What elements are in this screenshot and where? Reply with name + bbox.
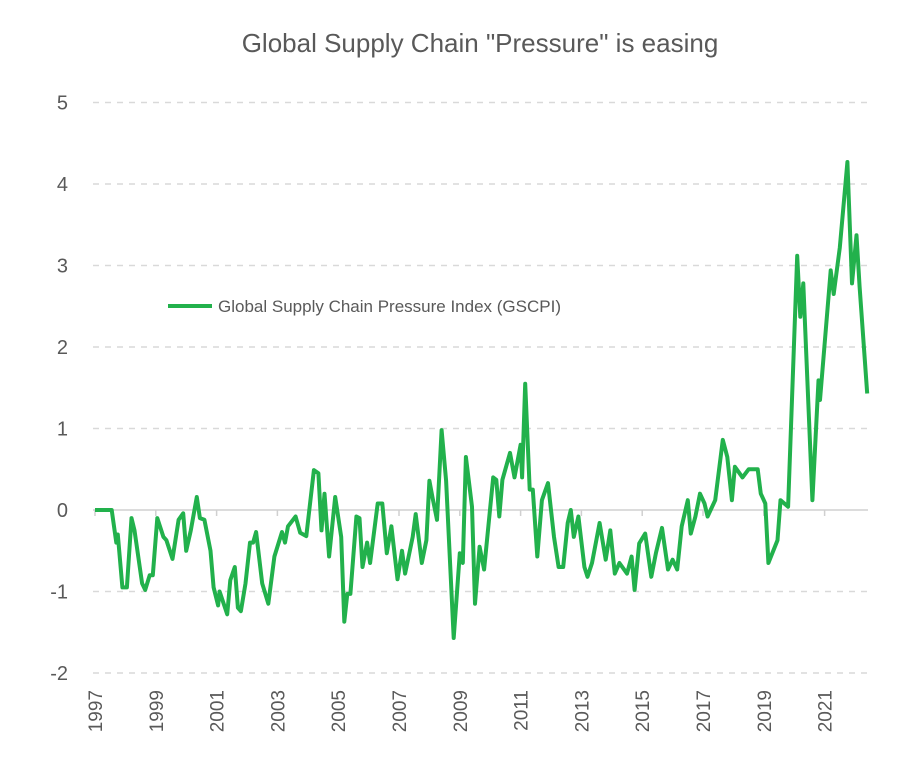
x-tick-label: 2021: [816, 690, 837, 732]
y-tick-label: -1: [50, 582, 68, 604]
y-tick-label: -2: [50, 663, 68, 685]
y-tick-label: 5: [57, 93, 68, 115]
x-tick-label: 2011: [512, 690, 533, 731]
x-tick-label: 2013: [572, 690, 593, 732]
x-tick-label: 2003: [268, 690, 289, 732]
y-tick-label: 2: [57, 337, 68, 359]
x-tick-label: 2015: [633, 690, 654, 732]
x-tick-label: 1999: [147, 690, 168, 732]
x-tick-label: 2019: [755, 690, 776, 732]
x-tick-label: 2007: [390, 690, 411, 732]
y-tick-label: 3: [57, 256, 68, 278]
legend-label: Global Supply Chain Pressure Index (GSCP…: [218, 297, 561, 316]
chart-title: Global Supply Chain "Pressure" is easing: [242, 28, 719, 58]
y-tick-label: 4: [57, 174, 68, 196]
x-tick-label: 2017: [694, 690, 715, 732]
legend: Global Supply Chain Pressure Index (GSCP…: [168, 297, 561, 316]
series-line-gscpi: [95, 160, 870, 640]
x-tick-label: 2001: [208, 690, 229, 732]
gridlines: [93, 101, 868, 674]
y-axis: 5 4 3 2 1 0 -1 -2: [50, 93, 68, 686]
x-tick-label: 1997: [86, 690, 107, 732]
x-tick-label: 2005: [329, 690, 350, 732]
y-tick-label: 1: [57, 419, 68, 441]
x-axis: 1997 1999 2001 2003 2005 2007 2009 2011 2013 2015…: [86, 510, 837, 732]
x-tick-label: 2009: [451, 690, 472, 732]
y-tick-label: 0: [57, 500, 68, 522]
